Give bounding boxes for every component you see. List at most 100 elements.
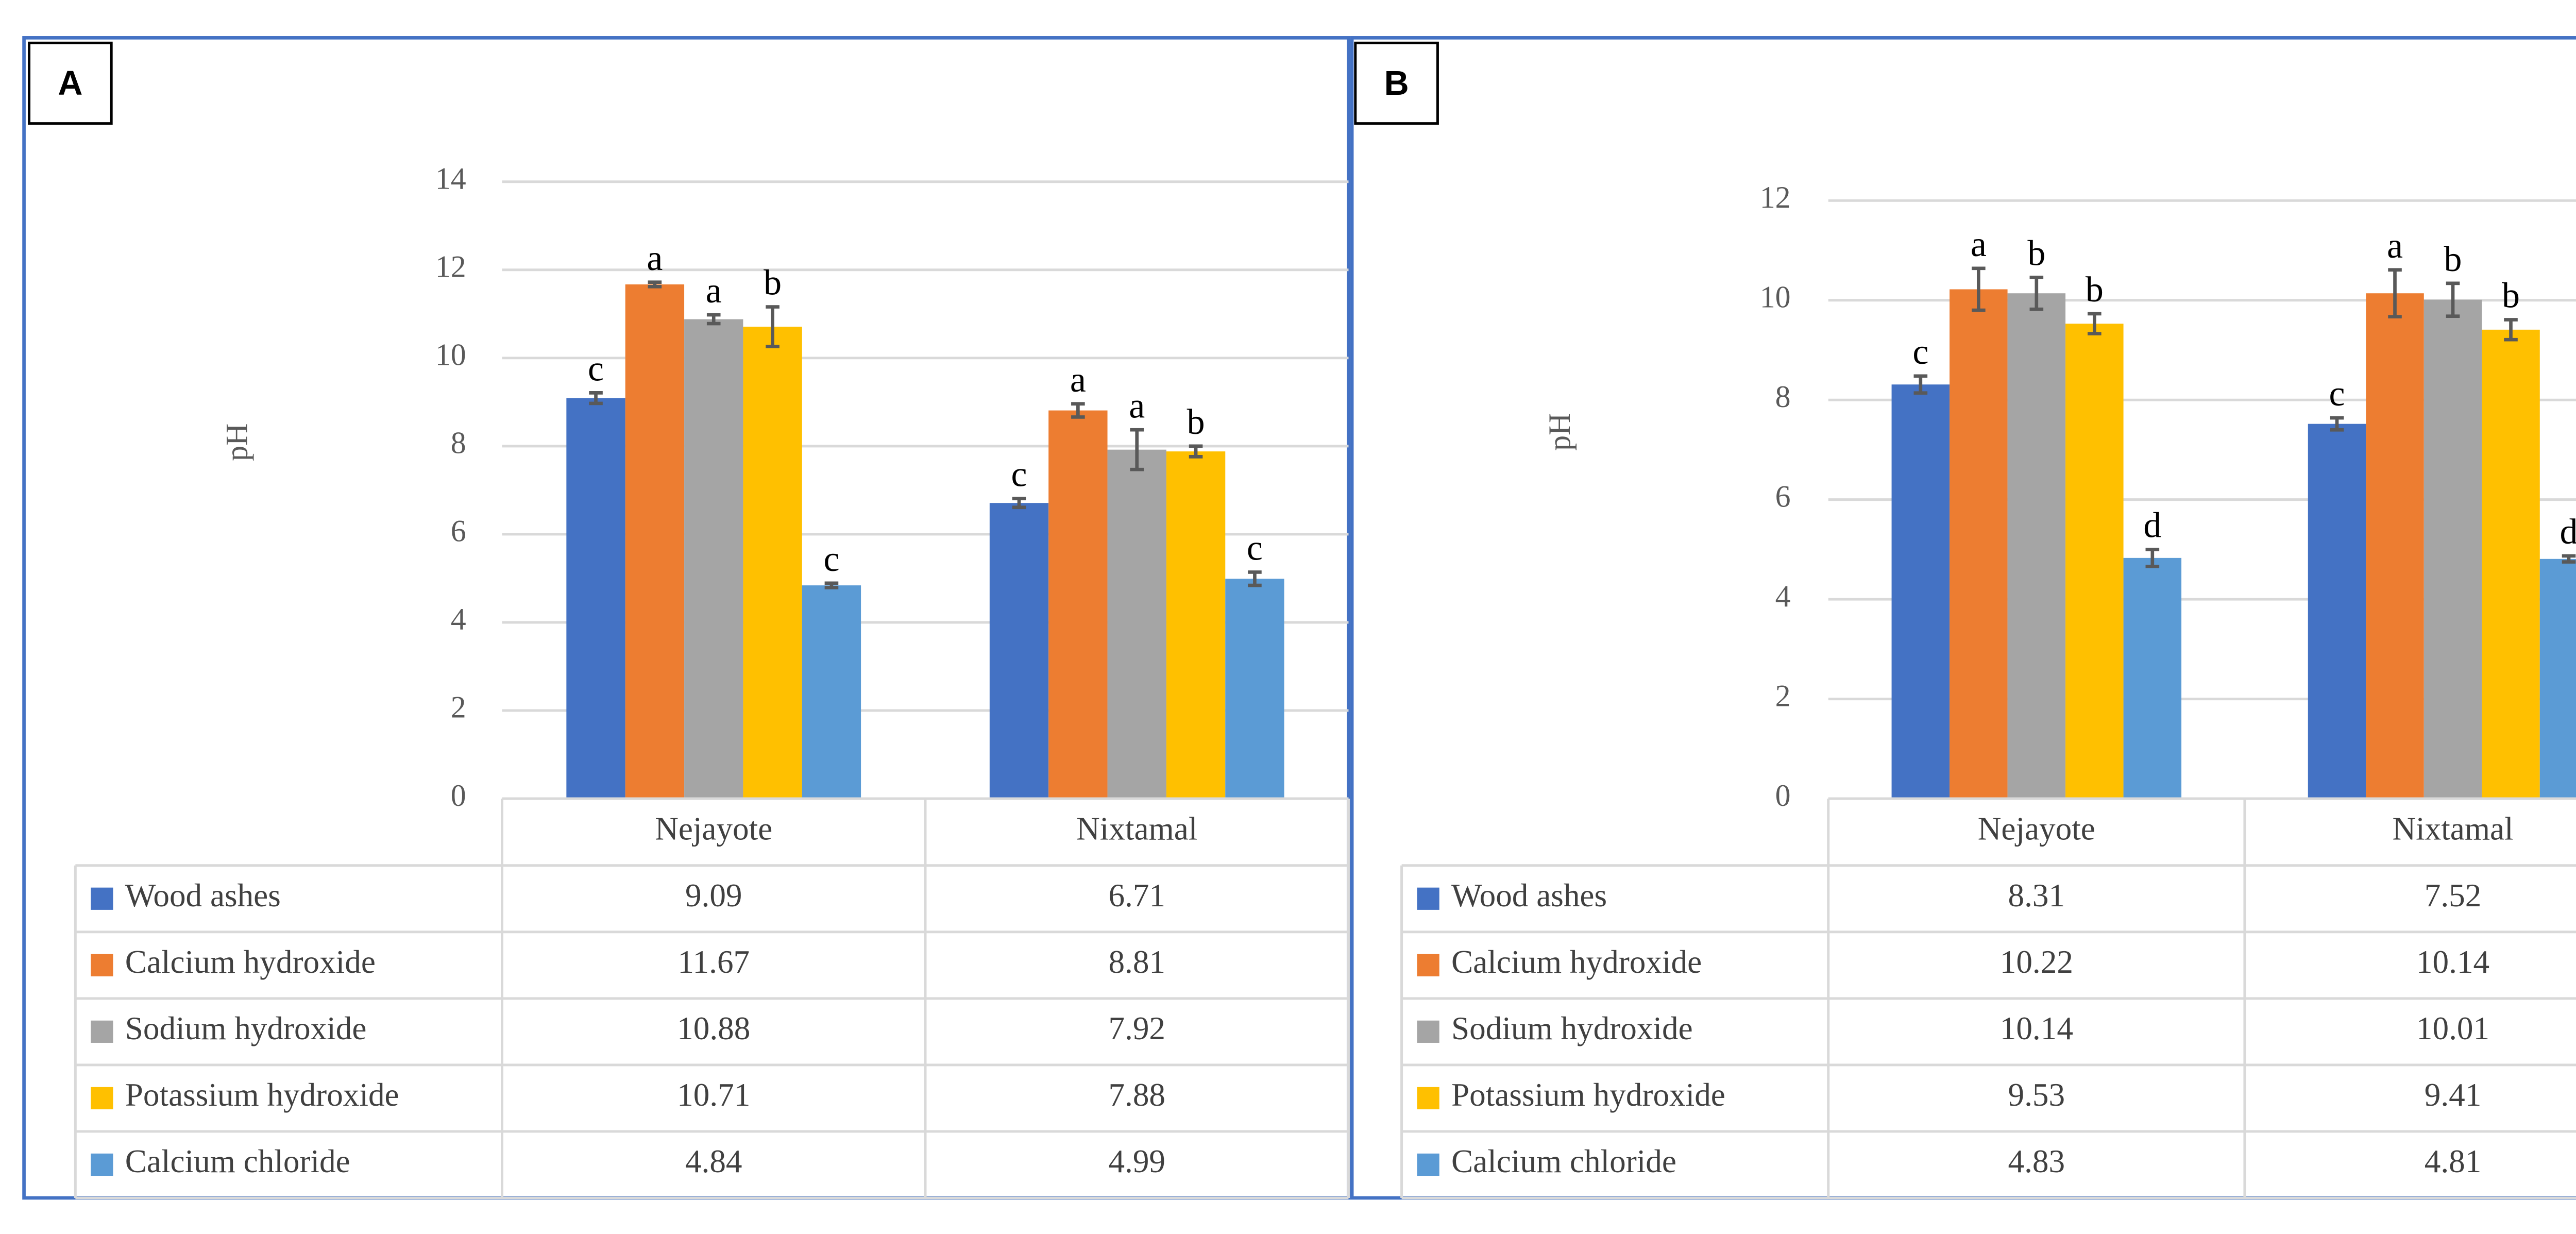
significance-letter: c: [1912, 332, 1928, 372]
bar: [1891, 384, 1950, 799]
legend-swatch: [91, 1153, 113, 1176]
legend-label: Sodium hydroxide: [125, 1010, 367, 1046]
legend-label: Potassium hydroxide: [125, 1077, 399, 1113]
legend-swatch: [1417, 954, 1439, 976]
legend-swatch: [1417, 1087, 1439, 1110]
error-bar: [1012, 497, 1026, 510]
legend-swatch: [1417, 1153, 1439, 1176]
significance-letter: c: [588, 349, 604, 388]
bar: [1048, 410, 1108, 799]
y-tick-label: 10: [435, 338, 466, 372]
error-bar: [2029, 275, 2044, 311]
table-value: 10.22: [2000, 944, 2073, 980]
y-tick-label: 12: [435, 250, 466, 284]
table-value: 6.71: [1108, 877, 1165, 914]
bar: [2539, 559, 2576, 799]
x-tick-label: Nixtamal: [1076, 810, 1197, 847]
y-tick-label: 14: [435, 161, 466, 195]
table-value: 10.01: [2416, 1010, 2489, 1046]
legend-label: Potassium hydroxide: [1451, 1077, 1725, 1113]
bar: [2123, 557, 2182, 799]
legend-label: Sodium hydroxide: [1451, 1010, 1693, 1046]
significance-letter: b: [2502, 276, 2520, 316]
table-value: 11.67: [677, 944, 750, 980]
error-bar: [2388, 268, 2402, 319]
legend-label: Calcium hydroxide: [125, 944, 376, 980]
legend-label: Wood ashes: [125, 877, 281, 914]
error-bar: [1189, 444, 1203, 459]
significance-letter: a: [1971, 225, 1987, 264]
x-tick-label: Nejayote: [655, 810, 772, 847]
y-tick-label: 0: [451, 779, 466, 813]
table-value: 4.81: [2425, 1143, 2482, 1179]
error-bar: [2088, 312, 2102, 335]
error-bar: [1972, 266, 1986, 312]
error-bar: [824, 581, 839, 589]
x-tick-label: Nixtamal: [2392, 810, 2513, 847]
y-tick-label: 6: [1775, 479, 1791, 513]
legend-label: Calcium chloride: [1451, 1143, 1676, 1179]
bar: [2007, 293, 2066, 799]
significance-letter: c: [823, 539, 839, 579]
bar: [1225, 579, 1284, 799]
table-value: 4.99: [1108, 1143, 1165, 1179]
error-bar: [1248, 570, 1262, 587]
significance-letter: b: [2086, 270, 2104, 310]
error-bar: [589, 391, 603, 405]
legend-swatch: [91, 954, 113, 976]
significance-letter: c: [2329, 374, 2345, 414]
y-tick-label: 8: [451, 426, 466, 460]
table-value: 7.88: [1108, 1077, 1165, 1113]
table-value: 7.92: [1108, 1010, 1165, 1046]
legend-swatch: [1417, 887, 1439, 910]
panel-label: A: [58, 64, 82, 103]
error-bar: [2330, 416, 2344, 432]
table-value: 8.31: [2008, 877, 2065, 914]
significance-letter: a: [647, 239, 663, 278]
legend-swatch: [91, 1020, 113, 1043]
bar: [684, 319, 743, 799]
significance-letter: c: [1011, 455, 1027, 495]
y-tick-label: 4: [451, 602, 466, 636]
x-tick-label: Nejayote: [1978, 810, 2095, 847]
significance-letter: d: [2560, 512, 2576, 552]
error-bar: [766, 305, 779, 348]
legend-swatch: [91, 1087, 113, 1110]
y-tick-label: 4: [1775, 579, 1791, 613]
bar: [989, 503, 1049, 799]
legend-label: Calcium chloride: [125, 1143, 350, 1179]
error-bar: [648, 280, 662, 289]
legend-swatch: [91, 887, 113, 910]
bar: [1950, 289, 2008, 799]
bar: [566, 398, 625, 799]
significance-letter: d: [2143, 506, 2161, 546]
table-value: 8.81: [1108, 944, 1165, 980]
error-bar: [706, 313, 721, 326]
table-value: 9.09: [685, 877, 742, 914]
table-value: 4.83: [2008, 1143, 2065, 1179]
panel-label-box: [1354, 41, 1439, 125]
y-axis-title: pH: [1543, 413, 1577, 451]
legend-swatch: [1417, 1020, 1439, 1043]
error-bar: [2504, 318, 2518, 342]
bar: [625, 284, 685, 799]
table-value: 9.53: [2008, 1077, 2065, 1113]
error-bar: [1130, 428, 1144, 471]
y-tick-label: 2: [451, 690, 466, 724]
y-tick-label: 2: [1775, 679, 1791, 713]
significance-letter: b: [2444, 240, 2462, 279]
significance-letter: a: [2387, 226, 2403, 266]
table-value: 10.88: [677, 1010, 750, 1046]
table-value: 10.71: [677, 1077, 750, 1113]
legend-label: Wood ashes: [1451, 877, 1607, 914]
error-bar: [2562, 554, 2576, 564]
significance-letter: a: [706, 271, 722, 311]
significance-letter: a: [1070, 360, 1086, 400]
table-value: 7.52: [2425, 877, 2482, 914]
y-tick-label: 0: [1775, 779, 1791, 813]
significance-letter: c: [1247, 529, 1263, 568]
table-value: 4.84: [685, 1143, 742, 1179]
significance-letter: b: [764, 263, 782, 303]
